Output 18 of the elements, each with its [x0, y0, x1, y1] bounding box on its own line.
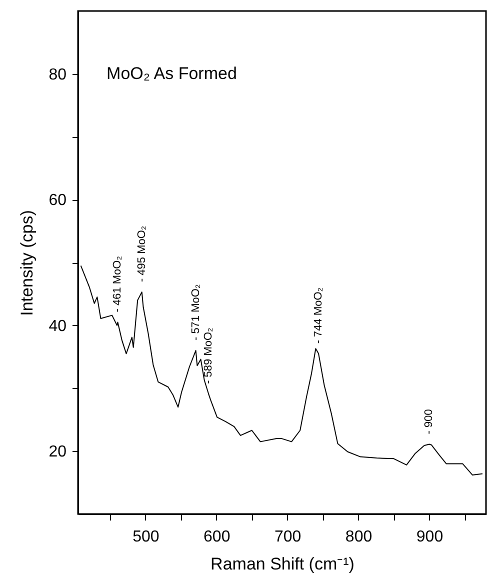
y-tick-label: 80	[48, 66, 67, 84]
x-tick-label: 800	[345, 528, 372, 546]
y-tick-label: 20	[48, 444, 67, 461]
annotation: - 900	[423, 409, 436, 434]
annotation: - 744 MoO₂	[312, 287, 325, 344]
annotation: - 495 MoO₂	[136, 226, 148, 282]
x-axis-title: Raman Shift (cm⁻¹)	[210, 554, 354, 574]
text: MoO₂ As Formed	[106, 64, 237, 83]
annotation: - 461 MoO₂	[112, 256, 124, 312]
annotation: - 589 MoO₂	[202, 328, 215, 384]
x-tick-label: 900	[416, 528, 444, 546]
y-axis-title: Intensity (cps)	[18, 210, 37, 316]
x-tick-label: 700	[274, 528, 302, 546]
x-tick-label: 600	[204, 528, 230, 546]
y-tick-label: 40	[48, 318, 67, 335]
y-tick-label: 60	[48, 192, 67, 210]
annotation: - 571 MoO₂	[190, 284, 202, 341]
x-tick-label: 500	[132, 528, 160, 546]
